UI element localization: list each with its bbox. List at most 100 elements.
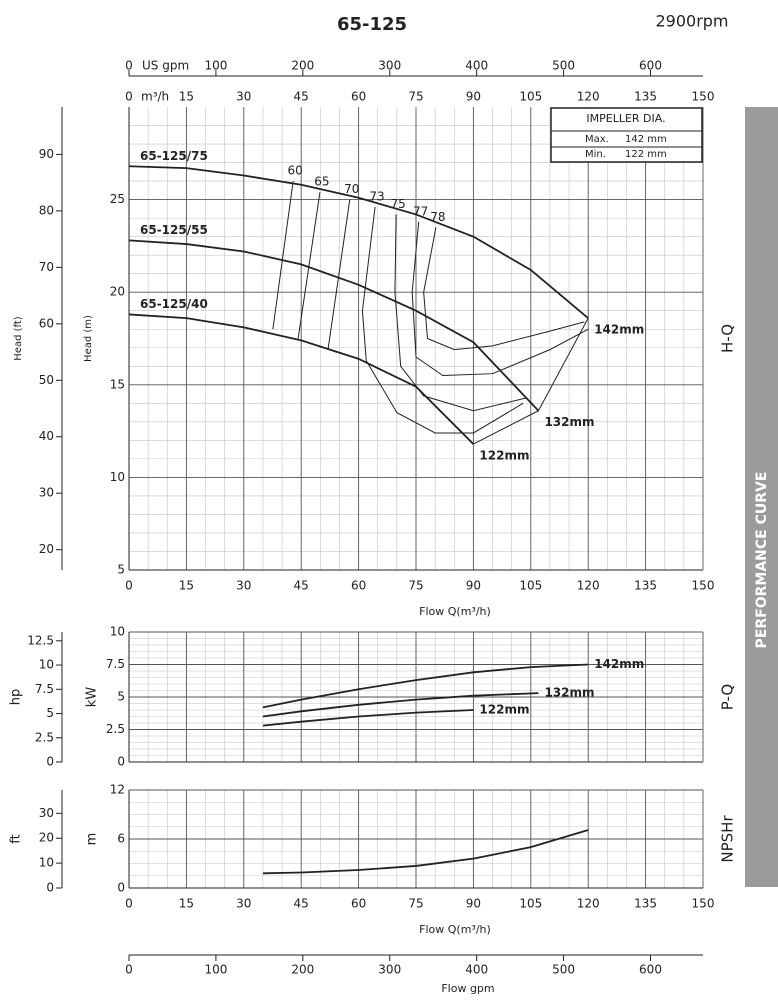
y-tick-label: 25 (110, 192, 125, 206)
y2-tick-label: 5 (46, 706, 54, 720)
efficiency-label: 73 (369, 190, 384, 204)
x2-tick-label: 100 (204, 59, 227, 73)
y-tick-label: 0 (117, 881, 125, 895)
x-tick-label: 15 (179, 579, 194, 593)
chart-title: 65-125 (337, 14, 407, 35)
x2-tick-label: 600 (639, 59, 662, 73)
efficiency-label: 60 (288, 164, 303, 178)
x-tick-label: 90 (466, 579, 481, 593)
y2-tick-label: 2.5 (35, 730, 54, 744)
curve-name: 142mm (594, 657, 644, 671)
x-top-tick-label: 45 (294, 90, 309, 104)
x-top-tick-label: 135 (634, 90, 657, 104)
x-tick-label: 0 (125, 897, 133, 911)
curve (262, 829, 589, 875)
efficiency-line (297, 192, 321, 339)
y-tick-label: 0 (117, 755, 125, 769)
y2-tick-label: 40 (39, 429, 54, 443)
curve-name: 132mm (544, 686, 594, 700)
curve-name: 122mm (479, 703, 529, 717)
y2-tick-label: 7.5 (35, 682, 54, 696)
x2-axis-label: Flow gpm (441, 982, 494, 995)
x-tick-label: 90 (466, 897, 481, 911)
x-top-tick-label: 0 (125, 90, 133, 104)
x-top-tick-label: 120 (577, 90, 600, 104)
efficiency-line (423, 227, 585, 351)
efficiency-line (361, 206, 524, 434)
x2-tick-label: 300 (378, 963, 401, 977)
y-tick-label: 5 (117, 563, 125, 577)
y-axis-label: Head (m) (83, 315, 94, 362)
x-top-tick-label: 30 (236, 90, 251, 104)
y2-tick-label: 0 (46, 755, 54, 769)
x2-tick-label: 200 (291, 963, 314, 977)
x2-axis-label: US gpm (142, 59, 189, 73)
x2-tick-label: 300 (378, 59, 401, 73)
x-axis-label: Flow Q(m³/h) (419, 923, 491, 936)
x-top-tick-label: 75 (408, 90, 423, 104)
x2-tick-label: 500 (552, 59, 575, 73)
y-axis-label: m (85, 833, 100, 846)
x-top-tick-label: 105 (519, 90, 542, 104)
y-tick-label: 5 (117, 690, 125, 704)
curve (262, 663, 589, 709)
impeller-row-label: Min. (585, 149, 606, 160)
curve-name: 122mm (479, 449, 529, 463)
x2-tick-label: 0 (125, 59, 133, 73)
y2-tick-label: 0 (46, 881, 54, 895)
impeller-box-title: IMPELLER DIA. (586, 112, 665, 125)
efficiency-line (411, 221, 589, 377)
x2-tick-label: 200 (291, 59, 314, 73)
curve-name: 142mm (594, 323, 644, 337)
x-tick-label: 30 (236, 579, 251, 593)
y2-tick-label: 20 (39, 831, 54, 845)
x2-tick-label: 600 (639, 963, 662, 977)
end-of-curve-line (473, 317, 589, 445)
y-tick-label: 10 (110, 470, 125, 484)
x-tick-label: 105 (519, 897, 542, 911)
y-tick-label: 10 (110, 625, 125, 639)
curve-name: 132mm (544, 415, 594, 429)
y-tick-label: 2.5 (106, 722, 125, 736)
curve (262, 709, 474, 727)
x-tick-label: 105 (519, 579, 542, 593)
x-tick-label: 120 (577, 897, 600, 911)
x-tick-label: 60 (351, 579, 366, 593)
x-top-tick-label: 90 (466, 90, 481, 104)
y2-axis-label: ft (9, 834, 24, 843)
x-tick-label: 150 (692, 897, 715, 911)
y2-tick-label: 70 (39, 260, 54, 274)
y2-tick-label: 12.5 (27, 633, 54, 647)
x-top-tick-label: 15 (179, 90, 194, 104)
x-tick-label: 75 (408, 579, 423, 593)
y2-tick-label: 90 (39, 147, 54, 161)
x2-tick-label: 500 (552, 963, 575, 977)
efficiency-line (327, 199, 351, 350)
x2-tick-label: 100 (204, 963, 227, 977)
y2-axis-label: Head (ft) (13, 316, 24, 360)
efficiency-label: 70 (344, 182, 359, 196)
y2-tick-label: 60 (39, 316, 54, 330)
speed: 2900rpm (655, 12, 728, 31)
impeller-row-value: 142 mm (625, 134, 667, 145)
x-top-tick-label: 60 (351, 90, 366, 104)
y2-tick-label: 80 (39, 203, 54, 217)
x-tick-label: 0 (125, 579, 133, 593)
efficiency-label: 78 (430, 210, 445, 224)
impeller-row-value: 122 mm (625, 149, 667, 160)
y2-tick-label: 10 (39, 856, 54, 870)
x-top-tick-label: 150 (692, 90, 715, 104)
y-tick-label: 20 (110, 285, 125, 299)
efficiency-line (394, 214, 528, 412)
x-tick-label: 120 (577, 579, 600, 593)
x-tick-label: 135 (634, 579, 657, 593)
y-axis-label: kW (85, 687, 100, 708)
curve (128, 239, 540, 412)
impeller-box (550, 107, 703, 163)
x-tick-label: 75 (408, 897, 423, 911)
y-tick-label: 6 (117, 832, 125, 846)
curve-model: 65-125/55 (140, 223, 208, 237)
side-title: P-Q (719, 684, 737, 710)
y-tick-label: 15 (110, 377, 125, 391)
